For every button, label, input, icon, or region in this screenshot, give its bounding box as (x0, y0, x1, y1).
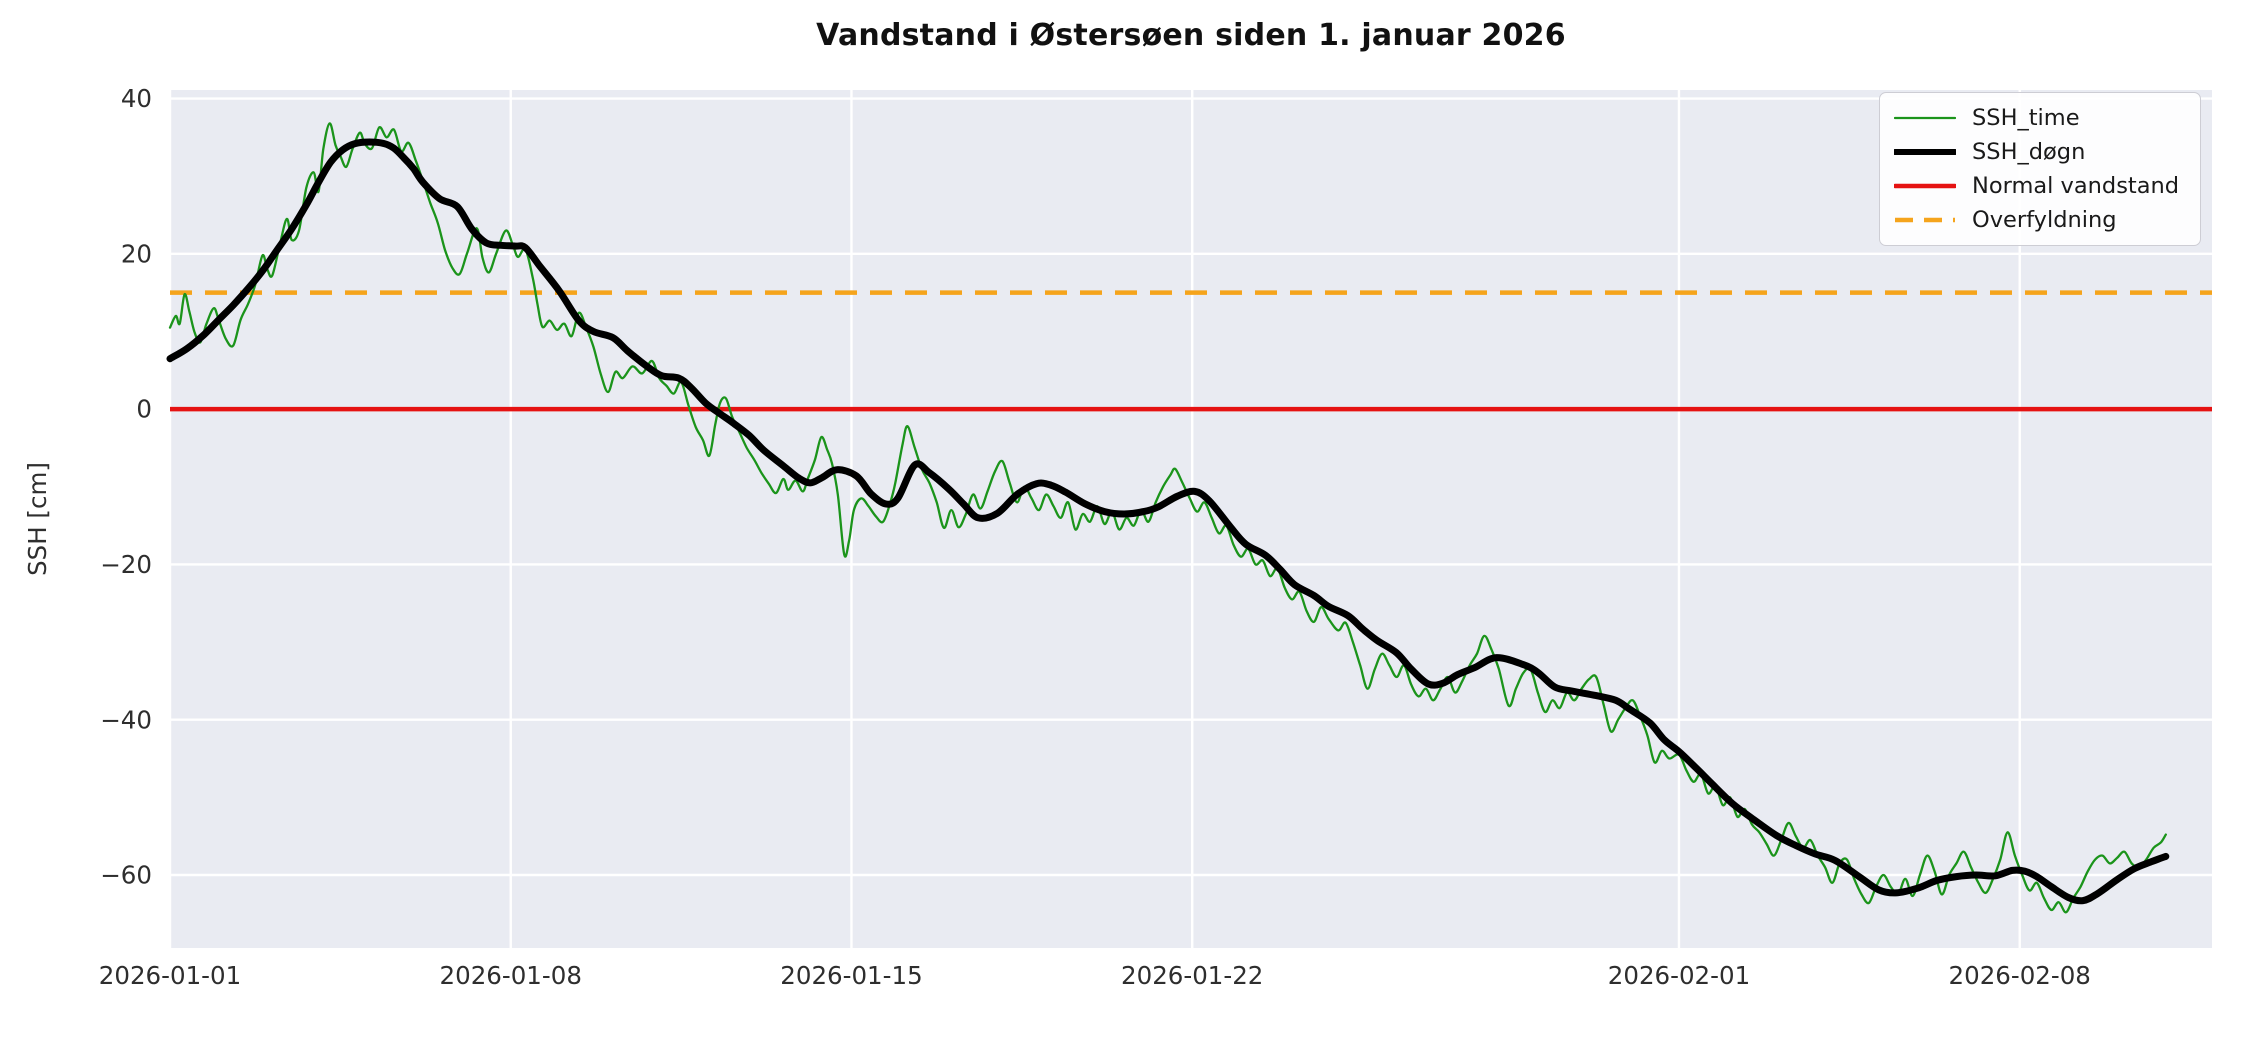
y-tick-label: 20 (121, 239, 152, 268)
legend-row-overfyldning: Overfyldning (1894, 203, 2200, 237)
x-tick-label: 2026-01-08 (440, 961, 582, 990)
series-ssh-time (168, 122, 2167, 914)
y-tick-label: −40 (100, 705, 152, 734)
x-tick-label: 2026-02-08 (1949, 961, 2091, 990)
legend-swatch-normal-vandstand (1894, 183, 1956, 189)
x-tick-label: 2026-01-15 (780, 961, 922, 990)
legend: SSH_time SSH_døgn Normal vandstand Overf… (1879, 92, 2201, 246)
legend-row-ssh-time: SSH_time (1894, 101, 2200, 135)
legend-row-ssh-dogn: SSH_døgn (1894, 135, 2200, 169)
legend-swatch-ssh-dogn (1894, 149, 1956, 155)
legend-swatch-overfyldning (1895, 217, 1955, 223)
x-tick-label: 2026-01-01 (99, 961, 241, 990)
legend-swatch-ssh-time (1894, 116, 1956, 120)
legend-label-overfyldning: Overfyldning (1972, 207, 2117, 233)
legend-row-normal-vandstand: Normal vandstand (1894, 169, 2200, 203)
legend-label-normal-vandstand: Normal vandstand (1972, 173, 2180, 199)
y-axis-label: SSH [cm] (23, 462, 52, 576)
legend-label-ssh-time: SSH_time (1972, 105, 2080, 131)
y-tick-label: −60 (100, 861, 152, 890)
legend-label-ssh-dogn: SSH_døgn (1972, 139, 2086, 165)
y-tick-label: −20 (100, 550, 152, 579)
x-tick-label: 2026-02-01 (1608, 961, 1750, 990)
chart-title: Vandstand i Østersøen siden 1. januar 20… (816, 18, 1566, 53)
series-ssh-dogn (166, 138, 2170, 905)
x-tick-label: 2026-01-22 (1121, 961, 1263, 990)
y-tick-label: 0 (136, 395, 152, 424)
y-tick-label: 40 (121, 84, 152, 113)
